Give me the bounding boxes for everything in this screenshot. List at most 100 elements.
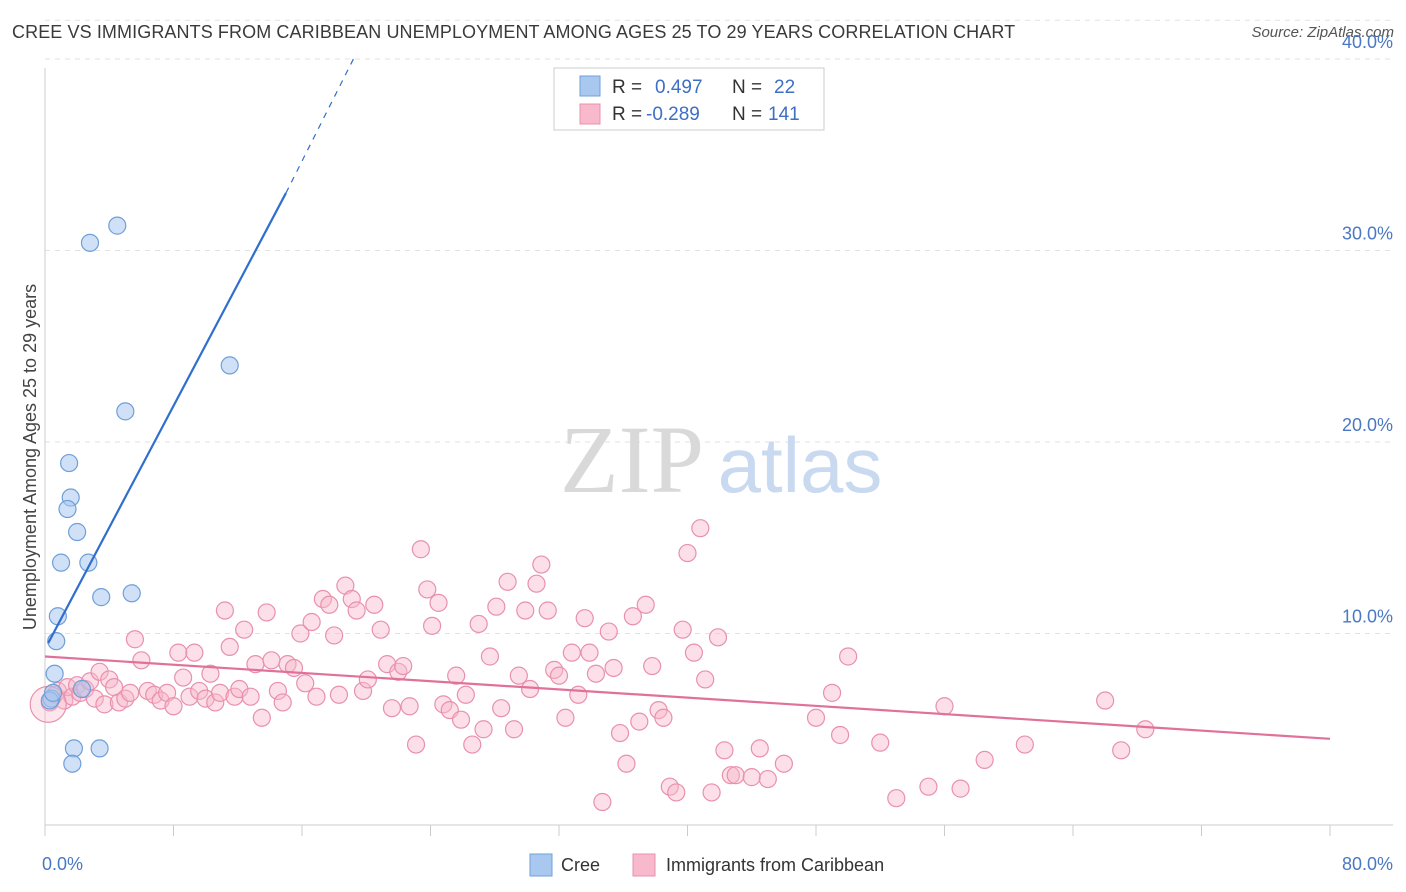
caribbean-point (610, 723, 630, 743)
caribbean-point (116, 689, 135, 708)
caribbean-point (715, 741, 734, 760)
caribbean-point (220, 637, 239, 657)
caribbean-point (1096, 691, 1115, 710)
trend-lines (44, 58, 1331, 740)
legend-swatch-caribbean (579, 103, 601, 125)
caribbean-point (975, 750, 994, 769)
grid-lines (45, 19, 1393, 634)
caribbean-point (586, 664, 606, 683)
caribbean-point (527, 574, 546, 593)
caribbean-point (447, 666, 466, 685)
caribbean-point (284, 658, 304, 678)
caribbean-point (169, 643, 188, 662)
caribbean-point (480, 647, 500, 666)
caribbean-point (599, 622, 618, 641)
caribbean-point (774, 754, 793, 773)
caribbean-point (463, 735, 482, 754)
caribbean-point (252, 708, 271, 727)
caribbean-point (90, 662, 109, 681)
caribbean-point (580, 643, 599, 662)
cree-point (90, 739, 109, 758)
caribbean-point (1112, 741, 1131, 760)
caribbean-points (29, 519, 1155, 812)
caribbean-point (451, 710, 471, 729)
caribbean-point (498, 572, 517, 591)
caribbean-point (400, 697, 419, 716)
caribbean-point (394, 656, 413, 676)
caribbean-point (353, 681, 373, 701)
x-tick-min: 0.0% (42, 854, 83, 874)
cree-points (40, 216, 239, 773)
cree-point (220, 356, 239, 375)
caribbean-point (268, 681, 288, 701)
legend-n-value-caribbean: 141 (768, 104, 800, 125)
bottom-legend-swatch-caribbean (632, 853, 656, 877)
cree-point (63, 754, 82, 773)
cree-point (116, 402, 135, 421)
caribbean-point (307, 687, 326, 706)
cree-point (58, 499, 77, 519)
caribbean-point (556, 708, 575, 727)
caribbean-point (643, 656, 662, 676)
chart-title: CREE VS IMMIGRANTS FROM CARIBBEAN UNEMPL… (12, 22, 1016, 42)
watermark-zip: ZIP (560, 406, 704, 513)
y-tick-labels: 10.0% 20.0% 30.0% 40.0% (1342, 32, 1393, 627)
caribbean-point (678, 543, 697, 563)
caribbean-point (617, 754, 636, 773)
caribbean-point (516, 601, 535, 620)
cree-trend-extension (285, 58, 354, 194)
caribbean-point (320, 595, 339, 614)
x-tick-max: 80.0% (1342, 854, 1393, 874)
caribbean-point (210, 683, 230, 702)
caribbean-point (806, 708, 826, 727)
caribbean-point (302, 612, 321, 632)
caribbean-point (411, 540, 430, 559)
caribbean-point (1015, 735, 1034, 754)
cree-point (122, 584, 141, 603)
caribbean-point (85, 689, 104, 708)
caribbean-point (504, 720, 524, 739)
caribbean-point (365, 595, 384, 614)
cree-point (68, 522, 87, 542)
caribbean-point (830, 725, 850, 745)
caribbean-point (822, 683, 842, 702)
caribbean-point (235, 620, 254, 639)
cree-point (51, 553, 71, 572)
caribbean-point (325, 626, 344, 645)
cree-point (48, 607, 67, 626)
caribbean-point (273, 693, 292, 712)
caribbean-point (758, 769, 777, 789)
cree-point (64, 739, 84, 758)
caribbean-point (215, 601, 234, 620)
y-tick-label-30: 30.0% (1342, 224, 1393, 244)
caribbean-point (691, 519, 710, 538)
caribbean-point (667, 783, 686, 802)
cree-point (80, 233, 100, 252)
caribbean-point (201, 664, 220, 683)
caribbean-point (474, 720, 493, 739)
caribbean-point (329, 685, 349, 704)
caribbean-point (696, 670, 715, 689)
caribbean-point (604, 658, 623, 678)
caribbean-point (423, 616, 442, 635)
caribbean-point (185, 643, 204, 662)
caribbean-point (935, 697, 954, 716)
cree-trend-line (47, 192, 287, 644)
caribbean-point (296, 674, 315, 693)
caribbean-point (532, 555, 551, 574)
caribbean-point (562, 643, 581, 662)
caribbean-point (164, 697, 183, 716)
caribbean-point (575, 609, 594, 628)
caribbean-point (569, 685, 588, 704)
caribbean-point (174, 668, 193, 687)
caribbean-point (549, 666, 569, 685)
legend-n-label-caribbean: N = (732, 104, 762, 125)
caribbean-point (418, 580, 437, 599)
legend-r-label-caribbean: R = (612, 104, 642, 125)
caribbean-point (871, 733, 890, 752)
caribbean-point (726, 766, 745, 785)
caribbean-point (545, 660, 564, 679)
watermark: ZIP atlas (560, 406, 882, 513)
caribbean-point (887, 789, 906, 808)
